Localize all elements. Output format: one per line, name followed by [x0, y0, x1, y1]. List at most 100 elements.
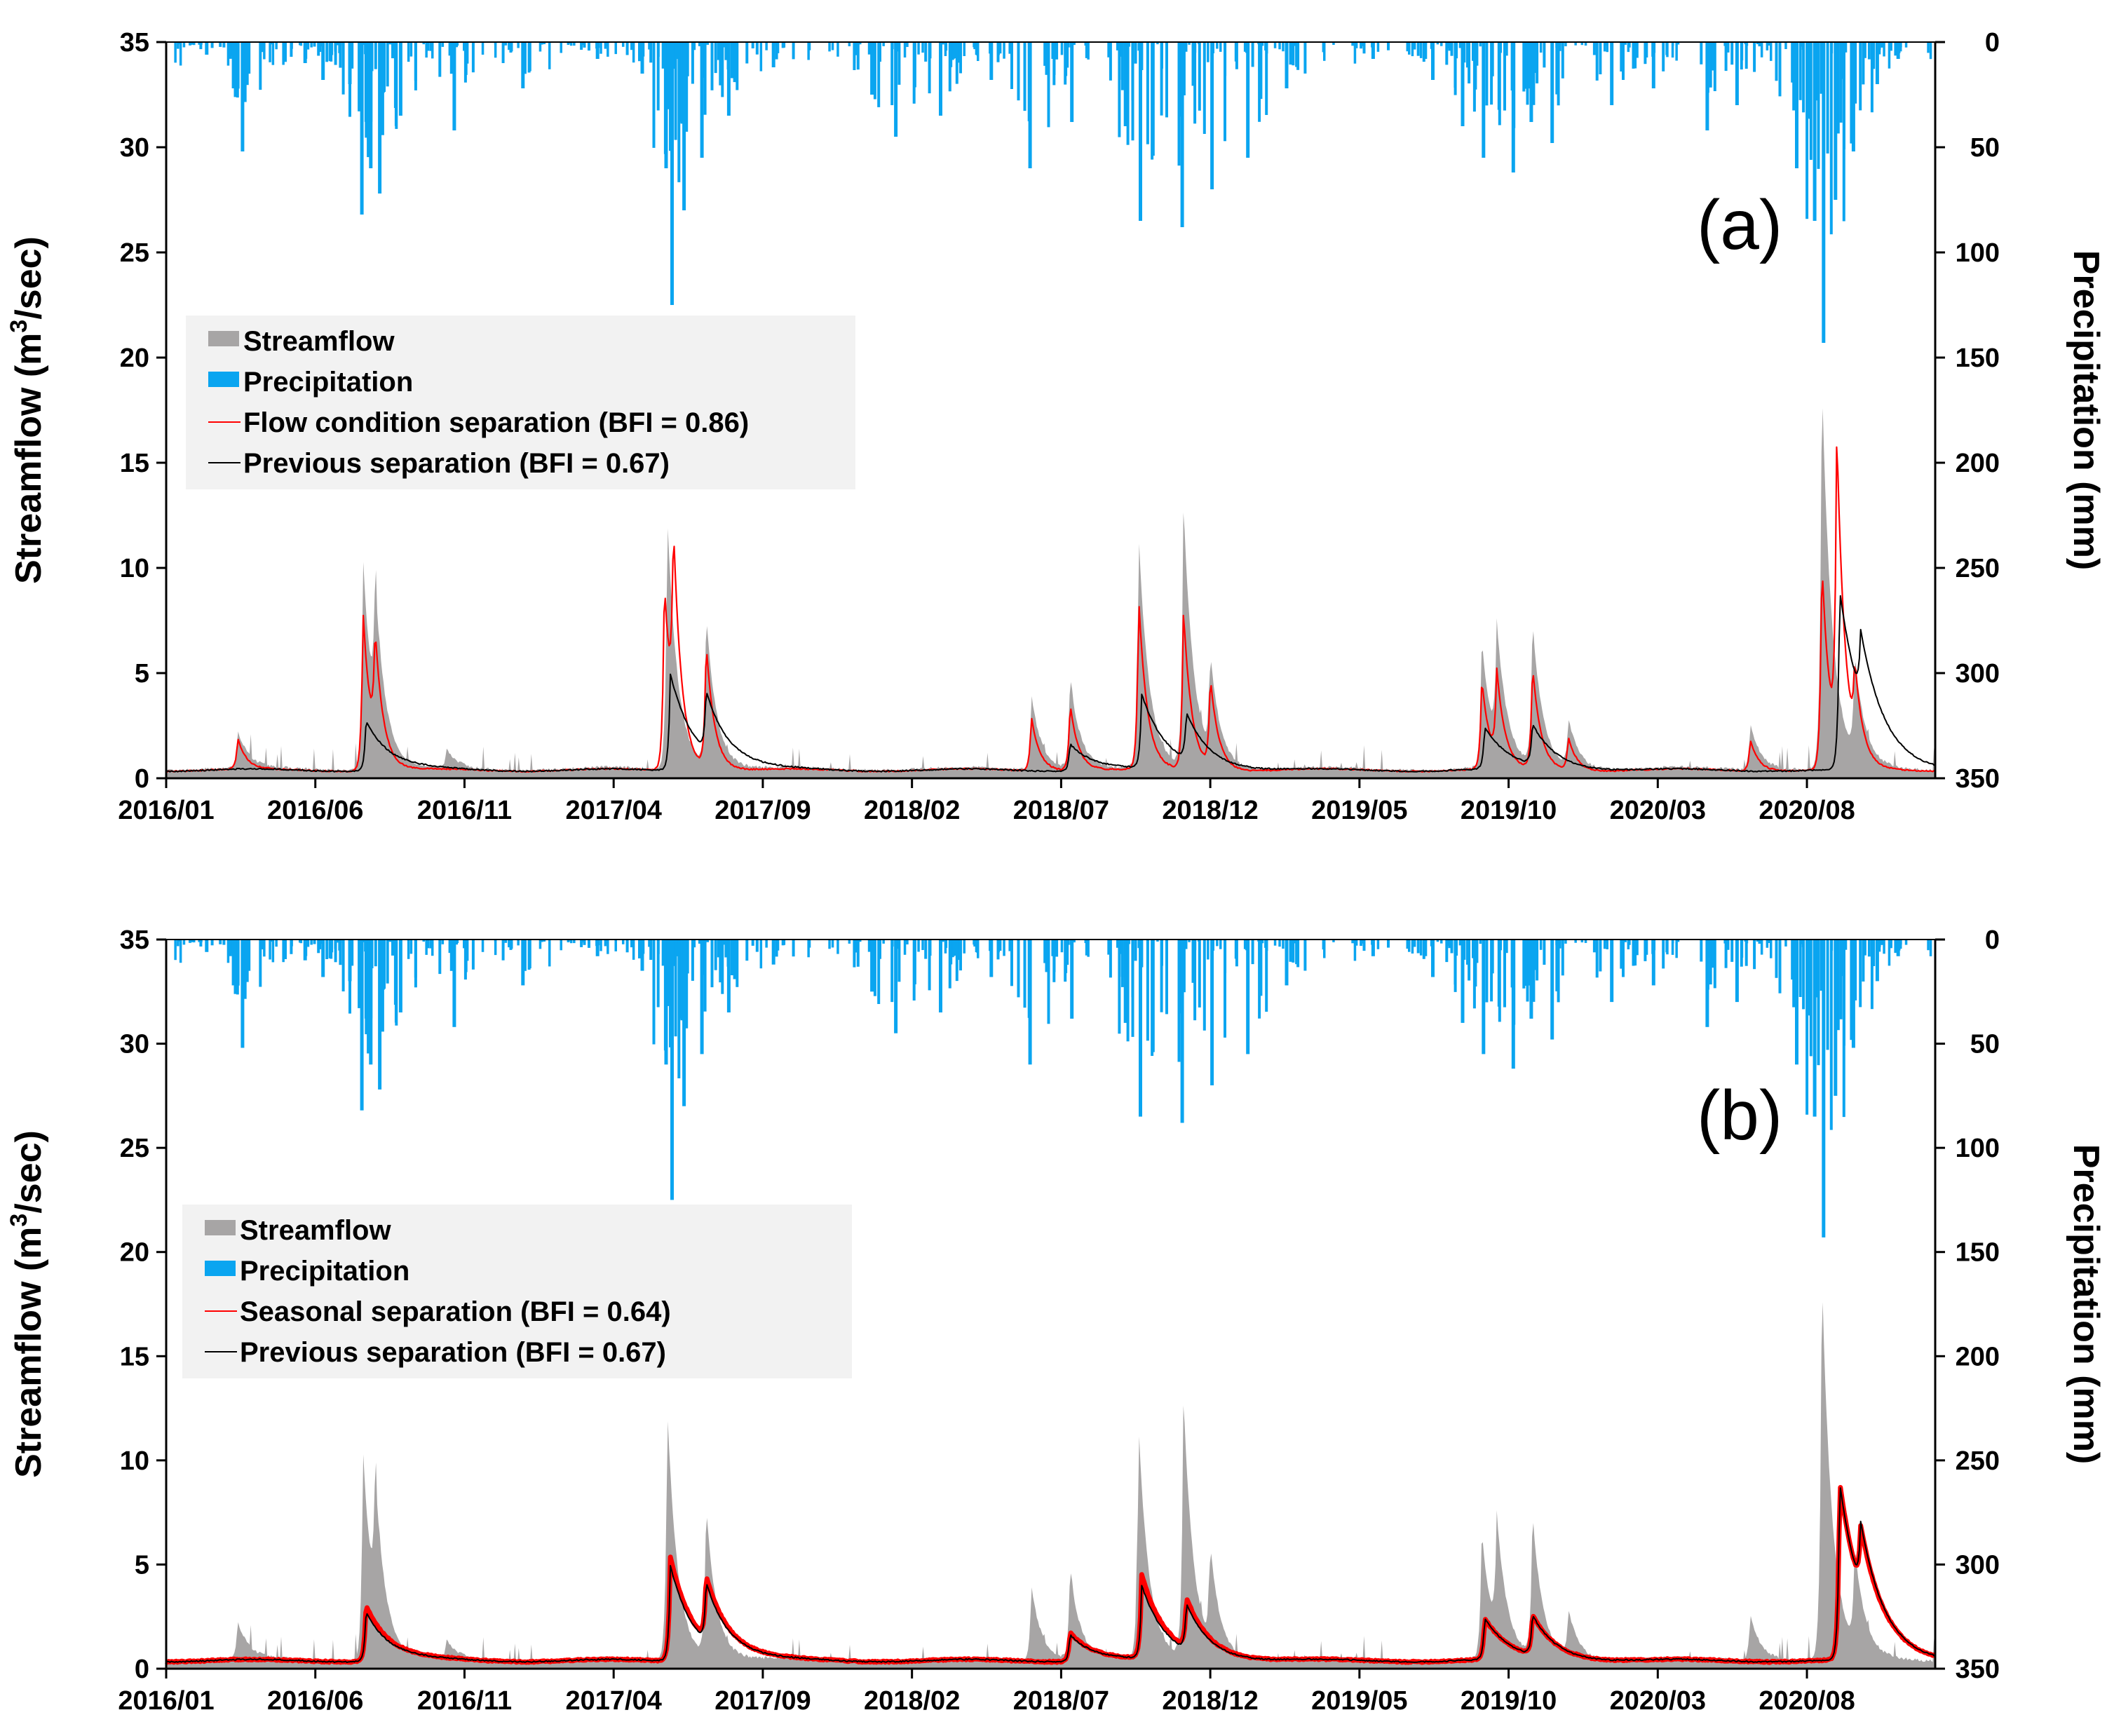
precip-bar: [836, 42, 839, 57]
precip-bar-peak: [360, 42, 364, 215]
precip-bar-peak: [1139, 940, 1142, 1117]
precip-bar: [275, 940, 278, 947]
precip-bar: [367, 42, 370, 158]
y2-tick-label: 0: [1985, 925, 2000, 955]
precip-bar: [686, 940, 689, 974]
precip-bar: [236, 940, 240, 986]
y2-tick-label: 200: [1956, 449, 2000, 478]
precip-bar: [178, 42, 181, 44]
precip-bar: [1603, 42, 1606, 52]
panel-label: (a): [1697, 186, 1782, 264]
precip-bar: [245, 940, 249, 982]
precip-bar: [1052, 42, 1056, 86]
precip-bar: [663, 42, 667, 154]
precip-bar: [1561, 42, 1564, 79]
precip-bar-peak: [1610, 42, 1614, 105]
precip-bar: [189, 42, 191, 46]
precip-bar: [466, 42, 469, 64]
precip-bar: [1406, 42, 1409, 52]
precip-bar: [1599, 940, 1602, 972]
precip-bar: [1859, 42, 1862, 111]
precip-bar: [1834, 42, 1838, 73]
precip-bar: [1522, 940, 1526, 989]
precip-bar: [1126, 42, 1130, 145]
precip-bar: [509, 940, 513, 950]
y-axis-title-prefix: Streamflow (m: [8, 1227, 49, 1478]
precip-bar: [1826, 940, 1829, 1050]
y2-tick-label: 50: [1970, 1030, 2000, 1059]
precip-bar: [1530, 940, 1533, 989]
precip-bar: [1010, 42, 1013, 89]
precip-bar: [1543, 42, 1546, 68]
legend-box: [182, 1205, 852, 1378]
precip-bar: [1843, 940, 1845, 1046]
precip-bar: [1805, 940, 1809, 1115]
precip-bar: [1813, 42, 1817, 136]
precip-bar: [1527, 42, 1531, 89]
precip-bar: [698, 42, 701, 46]
precip-bar: [873, 42, 876, 100]
precip-bar: [1904, 940, 1908, 945]
precip-bar: [685, 940, 689, 1029]
y-tick-label: 15: [120, 1342, 149, 1371]
precip-bar: [678, 42, 682, 97]
precip-bar: [622, 940, 625, 944]
precip-bar-peak: [360, 940, 364, 1111]
precip-bar: [1863, 42, 1866, 58]
precip-bar: [179, 42, 182, 66]
precip-bar: [1536, 42, 1539, 83]
precip-bar: [717, 940, 720, 958]
precip-bar: [178, 940, 181, 942]
precip-bar: [897, 42, 901, 85]
precip-bar: [928, 42, 932, 59]
precip-bar: [198, 940, 201, 942]
precip-bar-peak: [700, 42, 704, 158]
precip-bar: [1182, 42, 1186, 95]
precip-bar: [1353, 940, 1357, 961]
x-tick-label: 2017/04: [566, 1686, 662, 1716]
precip-bar: [853, 42, 856, 70]
precip-bar: [1060, 940, 1064, 953]
precip-bar: [325, 940, 329, 959]
precip-bar: [1289, 42, 1292, 65]
precip-bar-peak: [1285, 940, 1289, 986]
precip-bar: [210, 42, 214, 48]
precip-bar: [381, 940, 385, 990]
precip-bar: [425, 940, 428, 955]
precip-bar: [831, 42, 834, 50]
precip-bar: [1450, 940, 1454, 954]
precip-bar: [1561, 940, 1564, 976]
precip-bar: [504, 42, 508, 46]
precip-bar: [449, 42, 453, 74]
precip-bar: [1146, 940, 1149, 1041]
precip-bar: [336, 940, 339, 943]
precip-bar: [1778, 940, 1782, 994]
precip-bar-peak: [894, 42, 898, 137]
precip-bar: [1503, 42, 1506, 111]
precip-bar: [1843, 42, 1845, 149]
precip-bar: [684, 940, 687, 973]
precip-bar: [1627, 940, 1630, 949]
chart-panel-b: 051015202530353503002502001501005002016/…: [6, 925, 2106, 1716]
precip-bar: [1131, 42, 1134, 141]
precip-bar: [1258, 42, 1261, 122]
precip-bar: [674, 42, 677, 140]
precip-bar: [541, 940, 543, 942]
x-tick-label: 2016/11: [417, 1686, 512, 1716]
precip-bar: [422, 42, 425, 45]
precip-bar: [358, 42, 361, 111]
precip-bar: [259, 940, 262, 987]
precip-bar: [1539, 42, 1543, 53]
precip-bar: [684, 42, 687, 76]
precip-bar: [1055, 940, 1059, 957]
precip-bar: [1243, 940, 1247, 949]
precip-bar: [944, 940, 947, 954]
precip-bar: [1202, 42, 1206, 134]
precip-bar: [1413, 42, 1416, 50]
precip-bar: [409, 42, 413, 57]
precip-bar: [1534, 940, 1537, 970]
precip-bar: [856, 42, 860, 70]
precip-bar: [1624, 42, 1627, 45]
precip-bar: [1820, 42, 1823, 94]
precip-bar-peak: [1371, 42, 1375, 59]
